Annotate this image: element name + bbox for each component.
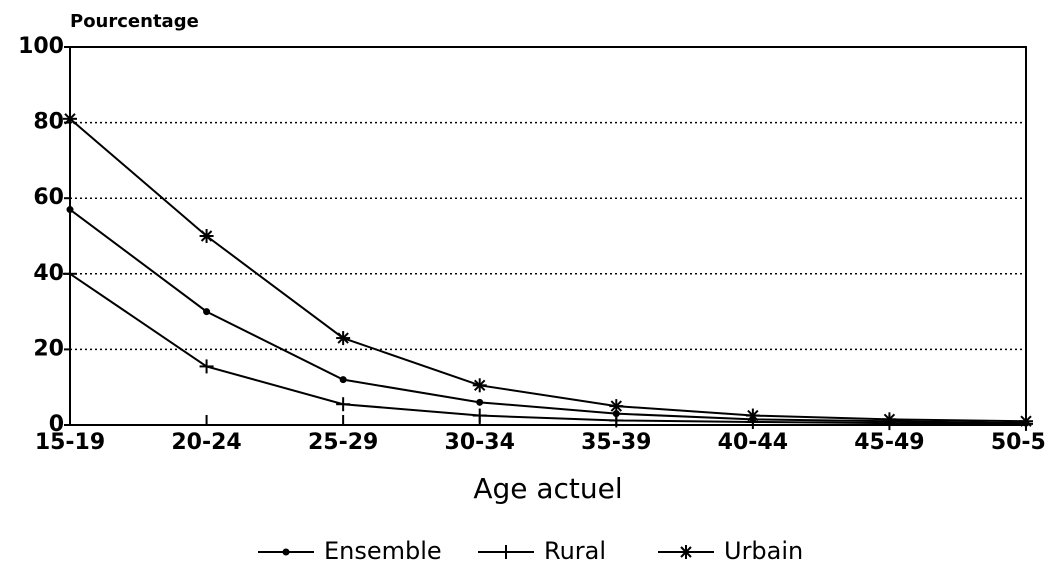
x-tick-label: 15-19 [35,430,105,455]
x-tick-label: 25-29 [308,430,378,455]
series-line [69,272,1027,425]
marker [882,412,897,427]
x-tick-label: 30-34 [445,430,515,455]
y-axis-label: Pourcentage [70,11,199,32]
marker [745,408,760,423]
marker-dot [339,376,347,384]
series-line [69,118,1027,423]
marker-stroke [200,230,213,242]
marker [199,229,214,243]
y-tick-label: 100 [18,34,64,59]
marker-dot [282,548,290,556]
series-line [69,208,1027,425]
marker [63,266,77,281]
marker [63,111,77,126]
y-tick-label: 0 [49,412,64,437]
x-axis-label: Age actuel [473,472,622,505]
marker-dot [66,206,74,214]
marker-stroke [474,379,486,392]
marker [499,545,513,559]
y-tick-label: 80 [33,110,64,135]
marker-stroke [337,332,349,344]
marker-stroke [747,409,759,422]
marker [472,378,487,393]
legend-label: Urbain [724,537,803,565]
marker [476,398,484,406]
marker-dot [203,308,211,316]
x-tick-label: 40-44 [718,430,788,455]
x-tick-label: 35-39 [581,430,651,455]
x-tick-label: 50-54 [991,430,1046,455]
marker [66,206,74,214]
marker [609,413,624,428]
marker [472,408,487,423]
legend-label: Rural [544,537,606,565]
x-tick-label: 20-24 [171,430,241,455]
marker-stroke [680,546,692,558]
marker [679,545,693,559]
marker-stroke [610,400,622,412]
marker [1019,414,1033,429]
marker-stroke [883,413,896,426]
marker [199,359,214,374]
marker [336,397,351,412]
y-tick-label: 60 [33,185,64,210]
marker [336,331,351,346]
legend-label: Ensemble [324,537,442,565]
x-tick-label: 45-49 [854,430,924,455]
marker-stroke [64,113,76,125]
marker-stroke [1020,415,1032,427]
y-tick-label: 40 [33,261,64,286]
plot-frame [69,46,1027,426]
marker [609,399,624,414]
marker [282,548,290,556]
y-tick-label: 20 [33,336,64,361]
marker [203,308,211,316]
marker-dot [476,398,484,406]
marker [339,376,347,384]
